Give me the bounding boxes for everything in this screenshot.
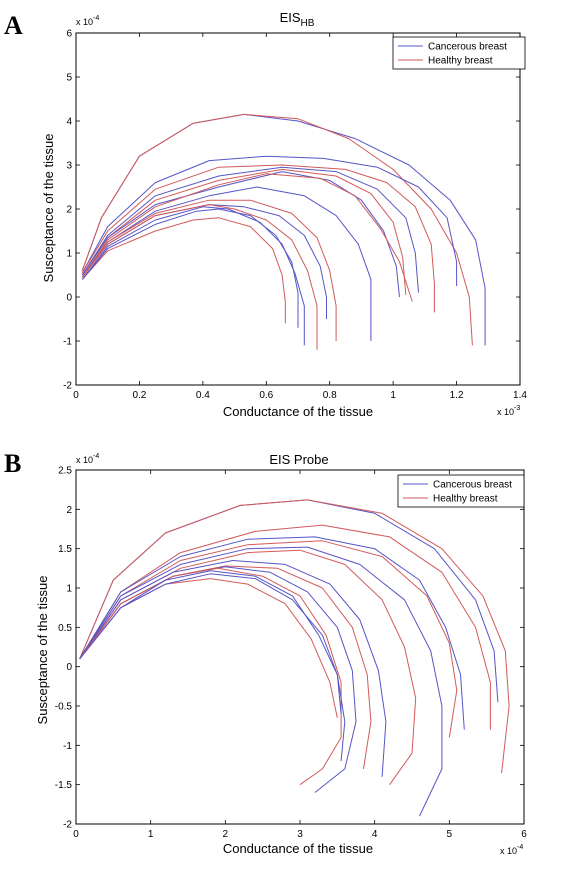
y-axis-label-a: Susceptance of the tissue [41, 134, 56, 283]
y-tick-label: -2 [63, 381, 72, 392]
series-line-healthy [79, 567, 342, 786]
x-exponent-b-power: -4 [517, 844, 523, 851]
x-tick-label: 2 [223, 829, 229, 840]
x-tick-label: 1.2 [450, 390, 464, 401]
y-axis-label-b: Susceptance of the tissue [35, 576, 50, 725]
y-tick-label: 1.5 [58, 544, 72, 555]
x-axis-label-a: Conductance of the tissue [223, 404, 373, 419]
x-tick-label: 0.6 [259, 390, 273, 401]
x-tick-label: 0.4 [196, 390, 210, 401]
x-tick-label: 0 [73, 390, 79, 401]
y-tick-label: 0 [66, 662, 72, 673]
series-line-healthy [81, 204, 318, 350]
x-tick-label: 0.8 [323, 390, 337, 401]
plot-frame-b [75, 469, 525, 825]
y-tick-label: 0.5 [58, 623, 72, 634]
series-line-cancerous [81, 155, 458, 286]
series-line-cancerous [81, 206, 305, 346]
x-tick-label: 0 [73, 829, 79, 840]
series-line-healthy [81, 173, 413, 302]
y-tick-label: 3 [66, 161, 72, 172]
chart-title-b: EIS Probe [269, 452, 328, 467]
y-tick-label: 4 [66, 117, 72, 128]
y-exponent-b-base: x 10 [76, 455, 93, 465]
y-tick-label: -1.5 [55, 780, 73, 791]
x-tick-label: 1 [148, 829, 154, 840]
x-axis-label-b: Conductance of the tissue [223, 841, 373, 856]
chart-title-a: EISHB [280, 10, 315, 29]
x-tick-label: 1.4 [513, 390, 527, 401]
panel-b: B EIS Probe Conductance of the tissue Su… [4, 449, 527, 856]
y-exponent-a-base: x 10 [76, 17, 93, 27]
panel-a: A EISHB Conductance of the tissue Suscep… [4, 10, 527, 419]
y-exponent-a-power: -4 [93, 15, 99, 22]
y-tick-label: 1 [66, 249, 72, 260]
series-line-healthy [79, 499, 510, 773]
series-line-healthy [79, 524, 491, 730]
y-exponent-a: x 10-4 [76, 15, 99, 27]
y-tick-label: -1 [63, 741, 72, 752]
series-line-cancerous [81, 171, 400, 298]
y-tick-label: 1 [66, 584, 72, 595]
series-line-healthy [81, 217, 286, 324]
y-tick-label: -2 [63, 820, 72, 831]
series-line-cancerous [79, 546, 443, 817]
chart-title-a-sub: HB [301, 18, 315, 29]
x-tick-label: 6 [521, 829, 527, 840]
chart-title-a-main: EIS [280, 10, 301, 25]
panel-letter-b: B [4, 449, 21, 478]
x-exponent-a: x 10-3 [497, 405, 520, 417]
panel-letter-a: A [4, 11, 23, 40]
x-exponent-a-base: x 10 [497, 407, 514, 417]
series-line-cancerous [81, 166, 419, 293]
x-exponent-b: x 10-4 [500, 844, 523, 856]
ticks-b: 0 1 2 3 4 5 6 -2 -1.5 -1 -0.5 0 0.5 1 1.5 2 2.5 [55, 466, 527, 841]
series-layer-a [81, 113, 486, 350]
series-line-cancerous [79, 536, 465, 730]
legend-b: Cancerous breast Healthy breast [397, 474, 525, 508]
y-tick-label: 6 [66, 29, 72, 40]
y-tick-label: 2 [66, 205, 72, 216]
y-tick-label: 2.5 [58, 466, 72, 477]
legend-label-cancerous-a: Cancerous breast [428, 42, 507, 53]
series-line-healthy [81, 168, 407, 295]
series-line-cancerous [79, 560, 387, 777]
series-line-cancerous [79, 573, 342, 714]
legend-box-b [397, 474, 525, 508]
series-line-healthy [81, 164, 435, 313]
x-tick-label: 4 [372, 829, 378, 840]
plot-frame-a [75, 32, 521, 386]
x-tick-label: 0.2 [132, 390, 146, 401]
series-line-healthy [79, 565, 372, 769]
series-line-cancerous [79, 566, 357, 793]
series-layer-b [79, 499, 510, 817]
x-tick-label: 5 [447, 829, 453, 840]
legend-a: Cancerous breast Healthy breast [392, 36, 526, 70]
x-tick-label: 1 [390, 390, 396, 401]
series-line-cancerous [81, 186, 372, 341]
x-exponent-b-base: x 10 [500, 846, 517, 856]
legend-box-a [392, 36, 526, 70]
series-line-cancerous [81, 208, 299, 328]
y-exponent-b-power: -4 [93, 453, 99, 460]
ticks-a: 0 0.2 0.4 0.6 0.8 1 1.2 1.4 -2 -1 0 1 2 3 4 5 6 [63, 29, 527, 402]
y-tick-label: -1 [63, 337, 72, 348]
y-tick-label: 2 [66, 505, 72, 516]
y-exponent-b: x 10-4 [76, 453, 99, 465]
legend-label-healthy-a: Healthy breast [428, 56, 493, 67]
legend-label-cancerous-b: Cancerous breast [433, 480, 512, 491]
series-line-healthy [81, 113, 473, 346]
legend-label-healthy-b: Healthy breast [433, 494, 498, 505]
series-line-cancerous [79, 570, 346, 762]
series-line-healthy [79, 540, 458, 738]
y-tick-label: 5 [66, 73, 72, 84]
x-tick-label: 3 [297, 829, 303, 840]
y-tick-label: 0 [66, 293, 72, 304]
y-tick-label: -0.5 [55, 702, 73, 713]
x-exponent-a-power: -3 [514, 405, 520, 412]
series-line-healthy [81, 199, 337, 341]
